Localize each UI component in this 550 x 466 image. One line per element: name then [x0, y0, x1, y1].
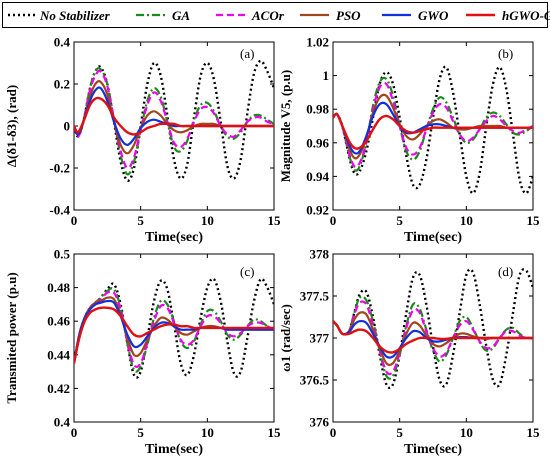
series-line-no-stabilizer [333, 65, 533, 195]
y-tick-label: 0.92 [306, 203, 329, 218]
x-tick-label: 15 [268, 425, 282, 440]
y-tick-label: 377.5 [300, 289, 330, 304]
panel-tag: (c) [240, 264, 254, 279]
y-tick-label: 0.48 [47, 280, 70, 295]
x-axis-label: Time(sec) [404, 442, 462, 457]
y-tick-label: 376.5 [300, 373, 330, 388]
y-tick-label: 378 [310, 247, 330, 262]
plot-frame [73, 253, 275, 423]
series-line-hgwo-ga [333, 112, 533, 150]
y-axis-label: ω1 (rad/sec) [278, 304, 293, 372]
y-axis-label: Δ(δ1-δ3), (rad) [4, 85, 19, 167]
series-group [74, 59, 274, 182]
series-group [333, 268, 533, 390]
legend-label: hGWO-GA [502, 8, 550, 23]
x-tick-label: 15 [268, 213, 282, 228]
y-tick-label: 1.02 [306, 35, 329, 50]
legend [2, 2, 548, 28]
y-tick-label: 0 [64, 119, 71, 134]
legend-label: No Stabilizer [39, 8, 111, 23]
legend-label: GWO [418, 8, 449, 23]
y-tick-label: -0.4 [49, 203, 70, 218]
chart-panel: 0 5 10 15 0.92 0.94 0.96 0.98 1 1.02 Time(sec) Magn… [278, 35, 540, 246]
series-group [74, 277, 274, 379]
series-line-acor [74, 69, 274, 170]
legend-label: GA [172, 8, 190, 23]
y-tick-label: 0.42 [47, 381, 70, 396]
y-tick-label: 0.44 [47, 347, 70, 362]
y-tick-label: 0.4 [54, 35, 71, 50]
y-tick-label: 0.5 [54, 247, 71, 262]
y-tick-label: 0.98 [306, 102, 329, 117]
y-tick-label: 0.96 [306, 135, 329, 150]
y-tick-label: 0.4 [54, 415, 71, 430]
x-tick-label: 0 [71, 425, 78, 440]
x-tick-label: 10 [460, 213, 473, 228]
series-line-gwo [74, 86, 274, 146]
x-tick-label: 5 [396, 425, 403, 440]
x-tick-label: 0 [330, 213, 337, 228]
x-tick-label: 10 [460, 425, 473, 440]
y-axis-label: Magnitude V5, (p.u) [278, 70, 293, 182]
y-tick-label: -0.2 [49, 161, 70, 176]
x-axis-label: Time(sec) [404, 230, 462, 245]
y-axis-label: Transmited power (p.u) [4, 272, 19, 403]
series-line-hgwo-ga [74, 96, 274, 136]
y-tick-label: 0.94 [306, 169, 329, 184]
series-line-hgwo-ga [74, 306, 274, 364]
legend-label: PSO [336, 8, 361, 23]
x-axis-label: Time(sec) [145, 230, 203, 245]
x-tick-label: 15 [527, 425, 541, 440]
chart-panel: 0 5 10 15 376 376.5 377 377.5 378 Time(sec) ω1 (ra… [278, 247, 540, 458]
series-line-hgwo-ga [333, 320, 533, 354]
x-tick-label: 0 [71, 213, 78, 228]
x-tick-label: 10 [201, 213, 214, 228]
panel-tag: (d) [498, 264, 513, 279]
y-tick-label: 376 [310, 415, 330, 430]
x-tick-label: 5 [137, 213, 144, 228]
series-line-acor [333, 81, 533, 169]
x-tick-label: 15 [527, 213, 541, 228]
series-line-ga [333, 76, 533, 172]
series-line-acor [74, 290, 274, 368]
x-tick-label: 0 [330, 425, 337, 440]
y-tick-label: 0.2 [54, 77, 70, 92]
series-group [333, 65, 533, 195]
x-tick-label: 10 [201, 425, 214, 440]
legend-label: ACOr [251, 8, 285, 23]
y-tick-label: 1 [323, 68, 330, 83]
y-tick-label: 377 [310, 331, 330, 346]
chart-panel: 0 5 10 15 -0.4 -0.2 0 0.2 0.4 Time(sec) Δ(δ1-δ3), … [4, 35, 281, 246]
x-axis-label: Time(sec) [145, 442, 203, 457]
y-tick-label: 0.46 [47, 314, 70, 329]
panel-tag: (a) [240, 46, 254, 61]
panel-tag: (b) [498, 46, 513, 61]
chart-panel: 0 5 10 15 0.4 0.42 0.44 0.46 0.48 0.5 Time(sec) Tra… [4, 247, 281, 458]
series-line-no-stabilizer [74, 277, 274, 379]
x-tick-label: 5 [137, 425, 144, 440]
x-tick-label: 5 [396, 213, 403, 228]
series-line-no-stabilizer [333, 268, 533, 390]
series-line-pso [333, 93, 533, 160]
